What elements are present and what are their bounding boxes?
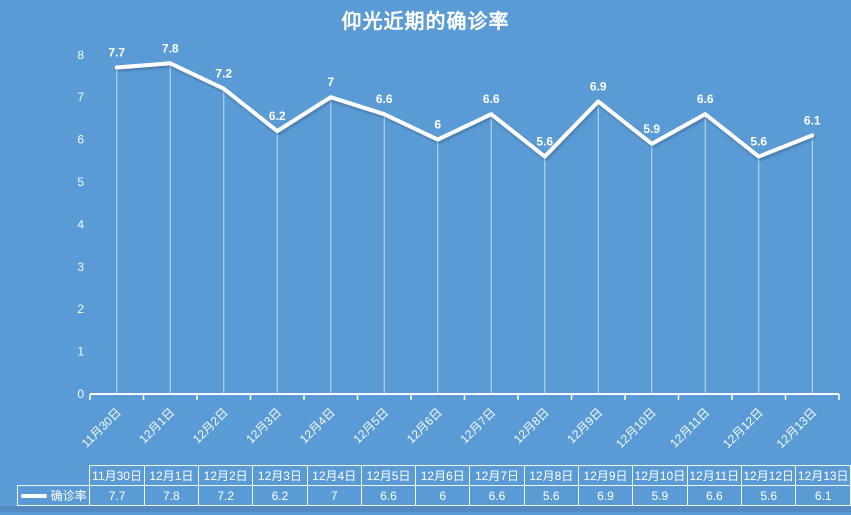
category-label: 12月1日 <box>136 405 177 446</box>
data-label: 7.7 <box>108 46 125 60</box>
table-corner-cell <box>18 466 90 486</box>
data-label: 6.9 <box>590 79 607 93</box>
data-label: 5.6 <box>750 135 767 149</box>
y-axis-label: 0 <box>77 387 84 401</box>
data-label: 7.8 <box>162 41 179 55</box>
table-value-cell: 6.6 <box>686 485 742 506</box>
table-header-cell: 12月13日 <box>795 465 851 486</box>
table-header-cell: 12月9日 <box>577 465 634 486</box>
legend-label: 确诊率 <box>50 489 87 503</box>
data-label: 6.2 <box>269 109 286 123</box>
table-header-cell: 12月8日 <box>523 465 579 486</box>
series-line <box>114 61 815 159</box>
table-header-row: 11月30日 12月1日 12月2日 12月3日 12月4日 12月5日 12月6日 12月7… <box>18 465 851 486</box>
table-header-cell: 12月4日 <box>306 465 362 486</box>
category-label: 12月5日 <box>350 405 391 446</box>
table-header-cell: 12月5日 <box>360 465 417 486</box>
table-value-cell: 6.6 <box>469 485 525 506</box>
data-label: 5.6 <box>536 135 553 149</box>
table-header-cell: 12月2日 <box>198 465 254 486</box>
table-header-cell: 12月6日 <box>415 465 471 486</box>
data-label: 6.1 <box>804 113 821 127</box>
y-axis-label: 1 <box>77 345 84 359</box>
category-label: 12月8日 <box>511 405 552 446</box>
table-value-cell: 7 <box>306 485 362 506</box>
table-value-cell: 6.6 <box>360 485 417 506</box>
data-label: 6 <box>434 118 441 132</box>
table-value-cell: 7.2 <box>198 485 254 506</box>
data-label: 6.6 <box>483 92 500 106</box>
data-label: 5.9 <box>643 122 660 136</box>
category-label: 11月30日 <box>79 405 124 450</box>
table-value-cell: 6.2 <box>252 485 308 506</box>
y-axis-label: 5 <box>77 175 84 189</box>
category-label: 12月11日 <box>667 405 712 450</box>
y-axis-label: 3 <box>77 260 84 274</box>
table-header-cell: 12月3日 <box>252 465 308 486</box>
line-plot-area: 0 1 2 3 4 5 6 7 8 7.7 7.8 7.2 6.2 7 6.6 6 6.6 5.6 6.9 5.9 6… <box>77 41 840 451</box>
table-value-cell: 7.8 <box>143 485 200 506</box>
data-label: 7 <box>327 75 334 89</box>
category-label: 12月3日 <box>243 405 284 446</box>
y-axis-label: 6 <box>77 133 84 147</box>
category-label: 12月7日 <box>457 405 498 446</box>
legend-cell: 确诊率 <box>16 485 91 506</box>
data-label: 7.2 <box>215 67 232 81</box>
table-value-cell: 5.6 <box>740 485 797 506</box>
category-label: 12月12日 <box>720 405 766 451</box>
legend: 确诊率 <box>19 487 89 504</box>
category-label: 12月4日 <box>297 405 338 446</box>
y-axis-label: 2 <box>77 302 84 316</box>
table-header-cell: 12月10日 <box>632 465 688 486</box>
table-bottom-edge <box>0 506 851 512</box>
category-label: 12月6日 <box>404 405 445 446</box>
category-label: 12月10日 <box>613 405 659 451</box>
category-label: 12月13日 <box>774 405 820 451</box>
table-header-cell: 11月30日 <box>89 465 145 486</box>
table-value-row: 确诊率 7.7 7.8 7.2 6.2 7 6.6 6 6.6 5.6 6.9 5.9 6.6 5.6 6.… <box>16 485 851 506</box>
table-value-cell: 5.6 <box>523 485 579 506</box>
data-table: 11月30日 12月1日 12月2日 12月3日 12月4日 12月5日 12月6日 12月7… <box>16 465 851 506</box>
table-header-cell: 12月11日 <box>686 465 742 486</box>
legend-line-swatch <box>20 493 47 498</box>
table-header-cell: 12月7日 <box>469 465 525 486</box>
y-axis-label: 4 <box>77 217 84 231</box>
table-header-cell: 12月12日 <box>740 465 797 486</box>
y-axis-label: 7 <box>77 90 84 104</box>
table-value-cell: 6 <box>415 485 471 506</box>
table-value-cell: 7.7 <box>89 485 145 506</box>
category-label: 12月9日 <box>564 405 605 446</box>
data-label: 6.6 <box>697 92 714 106</box>
chart-title: 仰光近期的确诊率 <box>341 9 510 33</box>
table-value-cell: 5.9 <box>632 485 688 506</box>
category-label: 12月2日 <box>190 405 231 446</box>
table-header-cell: 12月1日 <box>143 465 200 486</box>
data-label: 6.6 <box>376 92 393 106</box>
table-value-cell: 6.1 <box>795 485 851 506</box>
y-axis-label: 8 <box>77 48 84 62</box>
table-value-cell: 6.9 <box>577 485 634 506</box>
